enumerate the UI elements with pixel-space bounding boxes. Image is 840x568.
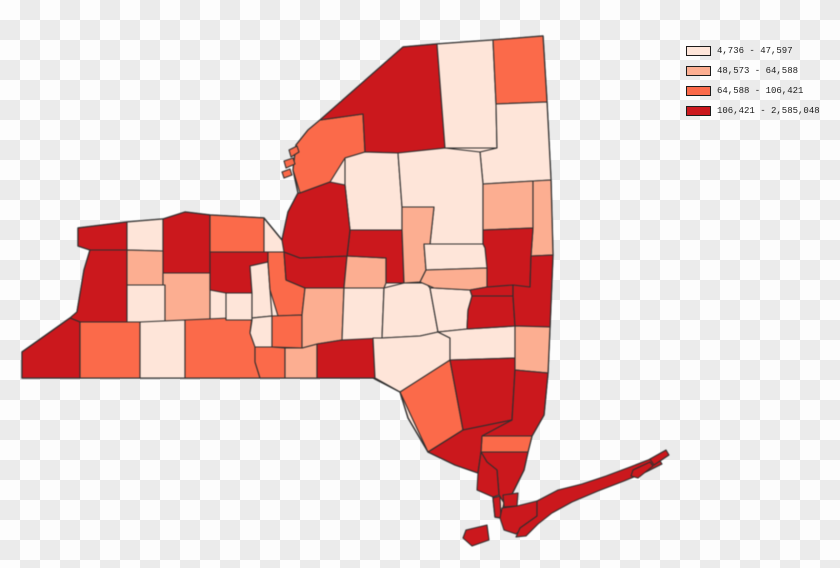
county-region — [649, 449, 670, 466]
county-region — [381, 282, 439, 339]
county-region — [162, 272, 211, 323]
legend-label: 48,573 - 64,588 — [717, 66, 799, 76]
legend-label: 4,736 - 47,597 — [717, 46, 793, 56]
county-region — [343, 255, 387, 289]
county-region — [162, 211, 211, 274]
county-region — [466, 295, 516, 330]
legend-swatch — [686, 66, 711, 76]
legend-row: 48,573 - 64,588 — [686, 66, 820, 76]
county-region — [482, 227, 534, 288]
county-region — [423, 243, 488, 271]
county-region — [301, 287, 345, 349]
county-region — [437, 325, 516, 361]
county-region — [139, 319, 186, 379]
county-region — [502, 492, 519, 508]
legend-row: 4,736 - 47,597 — [686, 46, 820, 56]
county-region — [480, 435, 533, 453]
county-region — [530, 179, 554, 257]
legend-row: 106,421 - 2,585,048 — [686, 106, 820, 116]
county-region — [126, 249, 164, 286]
county-region — [630, 461, 654, 479]
county-region — [69, 249, 128, 323]
county-region — [515, 455, 663, 538]
county-region — [283, 157, 296, 169]
county-region — [427, 419, 513, 474]
legend-swatch — [686, 46, 711, 56]
legend-label: 106,421 - 2,585,048 — [717, 106, 820, 116]
county-region — [254, 346, 286, 379]
county-region — [341, 287, 385, 341]
county-region — [482, 180, 534, 231]
county-region — [462, 524, 490, 547]
legend-row: 64,588 - 106,421 — [686, 86, 820, 96]
legend-swatch — [686, 86, 711, 96]
county-region — [281, 168, 293, 179]
legend-swatch — [686, 106, 711, 116]
county-region — [77, 221, 128, 251]
county-region — [79, 321, 141, 379]
county-region — [225, 292, 253, 321]
county-region — [514, 325, 551, 374]
county-region — [271, 314, 303, 349]
county-region — [476, 451, 500, 498]
county-region — [512, 254, 554, 328]
county-region — [284, 343, 318, 379]
county-region — [209, 214, 265, 253]
county-region — [344, 151, 403, 231]
county-region — [126, 284, 166, 323]
county-region — [184, 316, 261, 379]
county-region — [419, 267, 488, 291]
map-legend: 4,736 - 47,597 48,573 - 64,588 64,588 - … — [686, 46, 820, 126]
county-region — [281, 181, 351, 259]
county-region — [316, 337, 376, 379]
county-region — [429, 287, 473, 333]
county-region — [249, 315, 273, 348]
county-region — [288, 145, 300, 158]
county-region — [21, 317, 81, 379]
county-region — [492, 35, 548, 105]
legend-label: 64,588 - 106,421 — [717, 86, 804, 96]
county-region — [436, 39, 498, 149]
county-region — [126, 218, 164, 252]
